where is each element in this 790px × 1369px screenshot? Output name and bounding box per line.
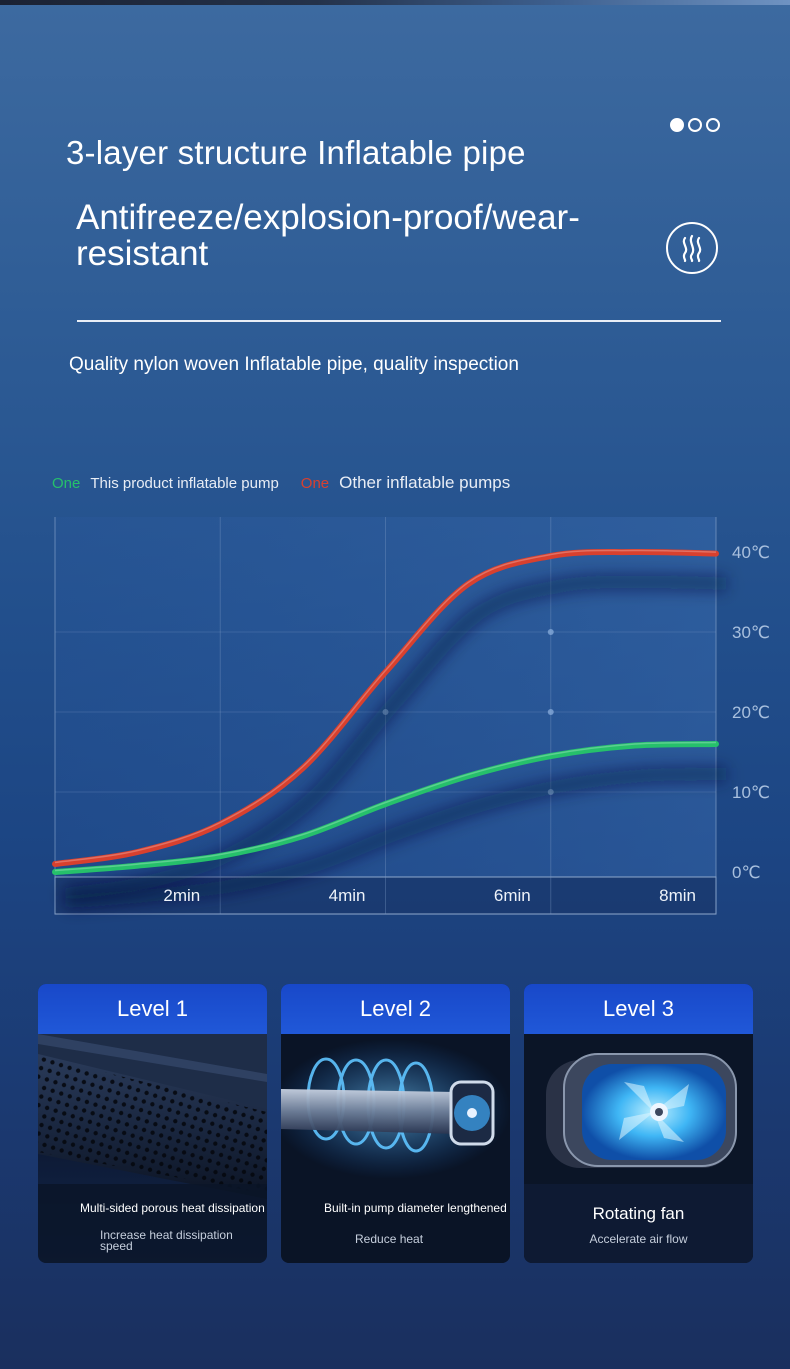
series-shadow	[64, 767, 727, 909]
temperature-chart: 0℃ 10℃ 20℃ 30℃ 40℃ 2min 4min 6min 8min	[0, 500, 790, 930]
level-2-subcaption: Reduce heat	[355, 1232, 424, 1246]
top-edge-bar	[0, 0, 790, 5]
page-subtitle: Antifreeze/explosion-proof/wear-resistan…	[76, 198, 580, 273]
level-2-caption: Built-in pump diameter lengthened	[324, 1201, 507, 1215]
heat-waves-icon	[666, 222, 718, 274]
legend-label-other-pumps: Other inflatable pumps	[339, 473, 511, 492]
rotating-fan-image	[524, 1034, 753, 1263]
level-card-1: Level 1 Multi	[38, 984, 267, 1263]
y-tick-label: 20℃	[732, 703, 770, 722]
grid-marker-dot	[547, 629, 554, 635]
porous-pipe-image	[38, 1034, 267, 1263]
y-tick-label: 10℃	[732, 783, 770, 802]
level-card-2: Level 2	[281, 984, 510, 1263]
series-shadow	[63, 574, 727, 901]
level-card-3: Level 3	[524, 984, 753, 1263]
y-tick-label: 30℃	[732, 623, 770, 642]
legend-marker-other-pumps: One	[300, 474, 330, 492]
temperature-chart-svg: 0℃ 10℃ 20℃ 30℃ 40℃ 2min 4min 6min 8min	[52, 517, 770, 915]
level-1-caption: Multi-sided porous heat dissipation	[80, 1201, 265, 1215]
level-1-subcaption: Increase heat dissipation speed	[100, 1228, 233, 1253]
series-highlight	[54, 741, 717, 872]
x-tick-label: 4min	[329, 886, 366, 905]
header-divider	[77, 320, 721, 322]
y-tick-label: 0℃	[732, 863, 761, 882]
level-2-title: Level 2	[281, 984, 510, 1034]
cooling-levels: Level 1 Multi	[38, 984, 753, 1263]
series-line-this-product	[52, 741, 719, 875]
level-3-subcaption: Accelerate air flow	[589, 1232, 688, 1246]
y-tick-label: 40℃	[732, 543, 770, 562]
pagination-dot-3[interactable]	[706, 118, 720, 132]
grid-marker-dot	[547, 709, 554, 715]
series-highlight	[54, 549, 717, 864]
pagination-dot-1[interactable]	[670, 118, 684, 132]
series-line-other-pumps	[52, 548, 719, 867]
pagination-dots	[670, 118, 720, 132]
product-description: Quality nylon woven Inflatable pipe, qua…	[69, 354, 519, 375]
chart-legend: One This product inflatable pump One Oth…	[52, 473, 510, 493]
x-tick-label: 8min	[659, 886, 696, 905]
level-3-title: Level 3	[524, 984, 753, 1034]
legend-label-this-product: This product inflatable pump	[90, 474, 279, 492]
page-title: 3-layer structure Inflatable pipe	[66, 134, 526, 171]
legend-marker-this-product: One	[52, 474, 81, 492]
level-1-title: Level 1	[38, 984, 267, 1034]
x-tick-label: 2min	[163, 886, 200, 905]
pagination-dot-2[interactable]	[688, 118, 702, 132]
pump-diameter-image	[281, 1034, 510, 1263]
level-3-caption: Rotating fan	[592, 1204, 685, 1223]
x-tick-label: 6min	[494, 886, 531, 905]
